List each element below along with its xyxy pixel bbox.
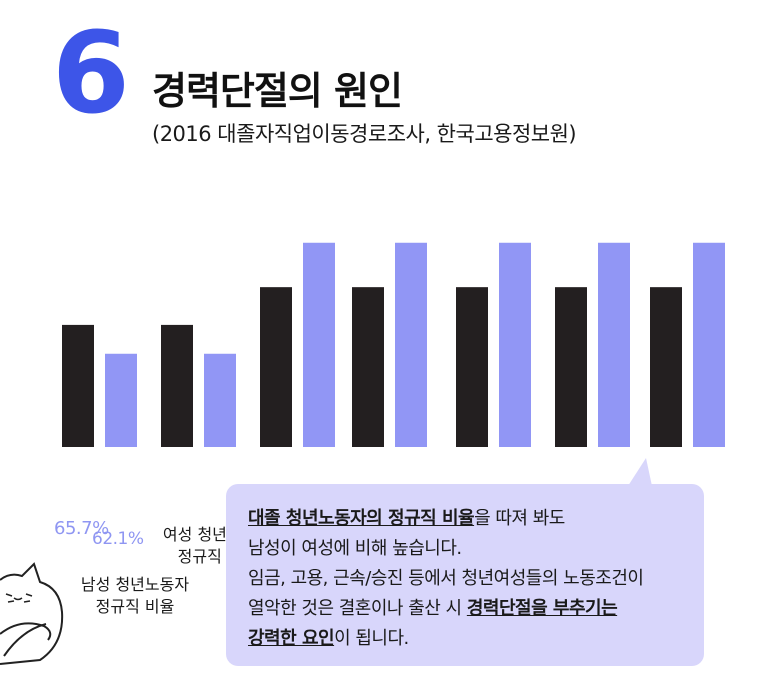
bar-male-1: [62, 324, 94, 447]
bar-female-1: [105, 353, 137, 447]
callout-text-1: 을 따져 봐도: [474, 508, 565, 529]
bar-female-4: [499, 242, 531, 447]
section-number: 6: [52, 9, 130, 139]
bar-female-5: [598, 242, 630, 447]
bar-chart: [62, 242, 725, 447]
bar-male-2: [161, 324, 193, 447]
callout-emphasis-5: 강력한 요인: [248, 628, 335, 649]
callout-line-5: 강력한 요인이 됩니다.: [248, 624, 682, 654]
bar-male-4: [456, 287, 488, 447]
legend-male: 남성 청년노동자 정규직 비율: [70, 574, 200, 618]
bar-male-6: [650, 287, 682, 447]
callout-text-5: 이 됩니다.: [334, 628, 409, 649]
bar-female-2: [204, 353, 236, 447]
callout-line-2: 남성이 여성에 비해 높습니다.: [248, 538, 462, 559]
cat-mascot-illustration: [0, 562, 64, 665]
page-subtitle: (2016 대졸자직업이동경로조사, 한국고용정보원): [152, 122, 577, 146]
callout-line-4: 열악한 것은 결혼이나 출산 시 경력단절을 부추기는: [248, 594, 682, 624]
callout-line-1: 대졸 청년노동자의 정규직 비율을 따져 봐도: [248, 504, 682, 534]
callout-emphasis-1: 대졸 청년노동자의 정규직 비율: [248, 508, 475, 529]
bar-female-extra: [303, 242, 335, 447]
callout-box: 대졸 청년노동자의 정규직 비율을 따져 봐도 남성이 여성에 비해 높습니다.…: [226, 484, 704, 666]
bar-male-extra: [260, 287, 292, 447]
callout-text-4: 열악한 것은 결혼이나 출산 시: [248, 598, 467, 619]
page-title: 경력단절의 원인: [152, 69, 403, 113]
callout-emphasis-4: 경력단절을 부추기는: [466, 598, 618, 619]
data-label-pct-b: 62.1%: [92, 529, 144, 549]
legend-male-line1: 남성 청년노동자: [80, 575, 190, 594]
callout-line-3: 임금, 고용, 근속/승진 등에서 청년여성들의 노동조건이: [248, 568, 644, 589]
bar-male-5: [555, 287, 587, 447]
legend-male-line2: 정규직 비율: [95, 597, 175, 616]
bar-male-3: [352, 287, 384, 447]
data-label-pct-a: 65.7%: [54, 518, 109, 539]
bar-female-6: [693, 242, 725, 447]
bar-female-3: [395, 242, 427, 447]
